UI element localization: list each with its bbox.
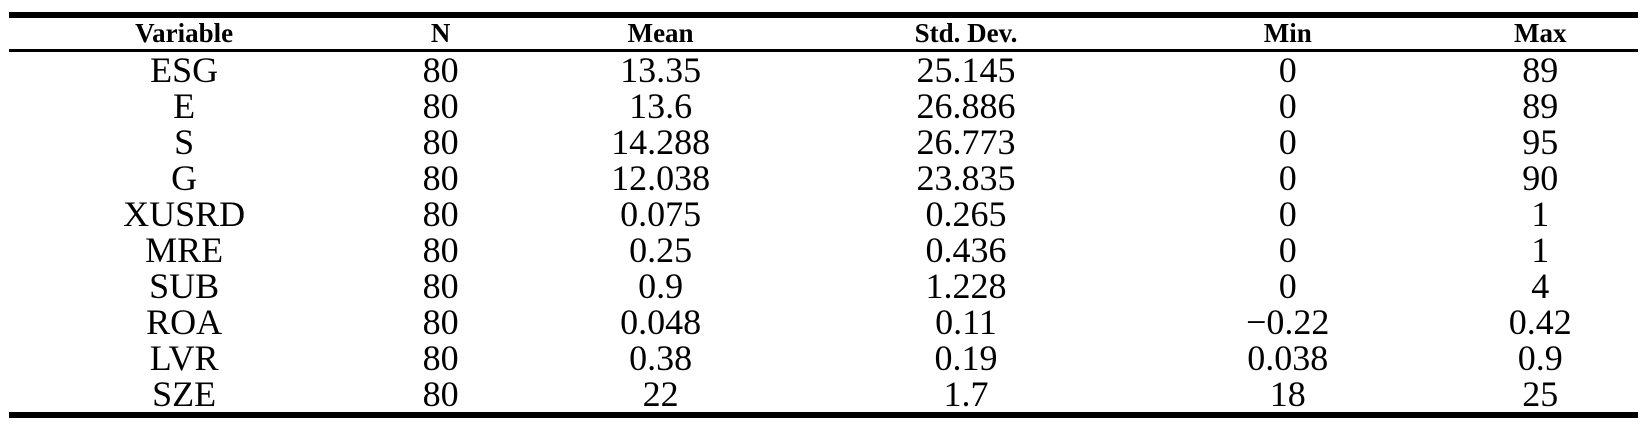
table-row-sze: SZE 80 22 1.7 18 25 <box>9 376 1638 415</box>
cell-variable: E <box>173 86 196 126</box>
column-header-mean: Mean <box>522 15 800 52</box>
cell-mean: 14.288 <box>611 122 711 162</box>
cell-variable: LVR <box>149 338 219 378</box>
cell-n: 80 <box>422 194 459 234</box>
cell-variable: ROA <box>146 302 223 342</box>
cell-min: −0.22 <box>1246 302 1330 342</box>
cell-mean: 0.25 <box>629 230 693 270</box>
table-header: Variable N Mean Std. Dev. Min Max <box>9 15 1638 52</box>
column-header-min: Min <box>1132 15 1443 52</box>
column-header-std_dev: Std. Dev. <box>799 15 1133 52</box>
cell-std_dev: 26.773 <box>916 122 1016 162</box>
table-row-roa: ROA 80 0.048 0.11 −0.22 0.42 <box>9 304 1638 340</box>
cell-std_dev: 1.228 <box>925 266 1007 306</box>
cell-n: 80 <box>422 230 459 270</box>
cell-max: 4 <box>1531 266 1550 306</box>
cell-mean: 13.35 <box>620 50 702 90</box>
table-row-esg: ESG 80 13.35 25.145 0 89 <box>9 51 1638 89</box>
cell-n: 80 <box>422 86 459 126</box>
cell-std_dev: 26.886 <box>916 86 1016 126</box>
cell-max: 89 <box>1522 50 1559 90</box>
table-row-lvr: LVR 80 0.38 0.19 0.038 0.9 <box>9 340 1638 376</box>
cell-n: 80 <box>422 50 459 90</box>
cell-max: 0.9 <box>1517 338 1563 378</box>
cell-min: 0 <box>1278 122 1297 162</box>
cell-variable: XUSRD <box>123 194 246 234</box>
cell-std_dev: 0.436 <box>925 230 1007 270</box>
cell-min: 0 <box>1278 50 1297 90</box>
cell-min: 0.038 <box>1247 338 1329 378</box>
column-header-max: Max <box>1442 15 1638 52</box>
cell-max: 1 <box>1531 194 1550 234</box>
column-header-n: N <box>359 15 523 52</box>
cell-min: 0 <box>1278 86 1297 126</box>
table-row-s: S 80 14.288 26.773 0 95 <box>9 124 1638 160</box>
cell-min: 0 <box>1278 194 1297 234</box>
cell-variable: ESG <box>150 50 219 90</box>
table-row-e: E 80 13.6 26.886 0 89 <box>9 88 1638 124</box>
table-row-g: G 80 12.038 23.835 0 90 <box>9 160 1638 196</box>
cell-max: 1 <box>1531 230 1550 270</box>
cell-mean: 0.075 <box>620 194 702 234</box>
cell-n: 80 <box>422 338 459 378</box>
cell-std_dev: 0.19 <box>934 338 998 378</box>
column-header-variable: Variable <box>9 15 360 52</box>
cell-min: 18 <box>1269 374 1306 414</box>
table-row-mre: MRE 80 0.25 0.436 0 1 <box>9 232 1638 268</box>
cell-std_dev: 0.265 <box>925 194 1007 234</box>
cell-n: 80 <box>422 302 459 342</box>
cell-n: 80 <box>422 266 459 306</box>
cell-min: 0 <box>1278 266 1297 306</box>
cell-min: 0 <box>1278 230 1297 270</box>
table-row-sub: SUB 80 0.9 1.228 0 4 <box>9 268 1638 304</box>
cell-max: 89 <box>1522 86 1559 126</box>
cell-std_dev: 0.11 <box>935 302 997 342</box>
cell-std_dev: 1.7 <box>943 374 989 414</box>
cell-variable: S <box>174 122 195 162</box>
cell-max: 95 <box>1522 122 1559 162</box>
cell-variable: MRE <box>145 230 224 270</box>
cell-min: 0 <box>1278 158 1297 198</box>
cell-std_dev: 25.145 <box>916 50 1016 90</box>
cell-mean: 22 <box>642 374 679 414</box>
table-body: ESG 80 13.35 25.145 0 89 E 80 13.6 26.886 0 89 S 80 14… <box>9 51 1638 416</box>
cell-n: 80 <box>422 122 459 162</box>
cell-mean: 0.9 <box>638 266 684 306</box>
header-row: Variable N Mean Std. Dev. Min Max <box>9 15 1638 52</box>
cell-max: 25 <box>1522 374 1559 414</box>
cell-variable: G <box>171 158 198 198</box>
cell-mean: 0.38 <box>629 338 693 378</box>
cell-variable: SZE <box>152 374 217 414</box>
cell-max: 90 <box>1522 158 1559 198</box>
cell-n: 80 <box>422 374 459 414</box>
cell-mean: 12.038 <box>611 158 711 198</box>
cell-variable: SUB <box>149 266 220 306</box>
descriptive-statistics-table: Variable N Mean Std. Dev. Min Max ESG 80 13.35 2… <box>9 12 1638 418</box>
cell-mean: 13.6 <box>629 86 693 126</box>
cell-mean: 0.048 <box>620 302 702 342</box>
cell-max: 0.42 <box>1508 302 1572 342</box>
cell-std_dev: 23.835 <box>916 158 1016 198</box>
table-row-xusrd: XUSRD 80 0.075 0.265 0 1 <box>9 196 1638 232</box>
cell-n: 80 <box>422 158 459 198</box>
